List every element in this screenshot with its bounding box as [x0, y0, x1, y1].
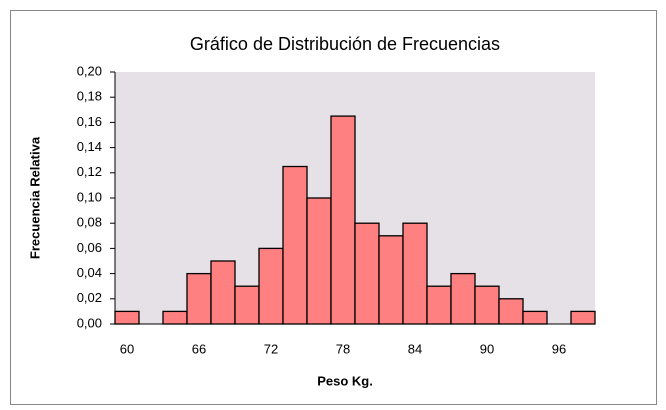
x-tick-label: 78 — [336, 341, 350, 356]
bar — [570, 310, 596, 325]
y-tick-label: 0,00 — [77, 315, 102, 330]
y-tick-label: 0,12 — [77, 164, 102, 179]
y-tick-label: 0,06 — [77, 240, 102, 255]
bar — [186, 272, 212, 325]
x-tick-label: 72 — [264, 341, 278, 356]
y-tick-label: 0,20 — [77, 63, 102, 78]
y-tick-label: 0,16 — [77, 114, 102, 129]
bar — [450, 272, 476, 325]
y-tick-label: 0,10 — [77, 189, 102, 204]
x-tick-label: 66 — [192, 341, 206, 356]
bar — [306, 197, 332, 325]
y-tick-label: 0,08 — [77, 215, 102, 230]
bar — [114, 310, 140, 325]
bar — [234, 285, 260, 325]
bar — [474, 285, 500, 325]
y-tick-label: 0,18 — [77, 89, 102, 104]
bar — [282, 165, 308, 325]
bar — [378, 235, 404, 325]
bar — [354, 222, 380, 325]
bar — [210, 260, 236, 325]
bar — [330, 115, 356, 325]
bar — [426, 285, 452, 325]
x-tick-label: 90 — [480, 341, 494, 356]
y-tick-label: 0,14 — [77, 139, 102, 154]
y-axis-label: Frecuencia Relativa — [27, 136, 42, 259]
chart-title: Gráfico de Distribución de Frecuencias — [190, 34, 500, 54]
y-tick-label: 0,02 — [77, 290, 102, 305]
bar — [258, 247, 284, 325]
x-tick-label: 84 — [408, 341, 422, 356]
bar — [402, 222, 428, 325]
bar — [498, 298, 524, 325]
bar — [522, 310, 548, 325]
x-tick-label: 60 — [120, 341, 134, 356]
x-tick-label: 96 — [552, 341, 566, 356]
y-tick-label: 0,04 — [77, 265, 102, 280]
x-axis-label: Peso Kg. — [317, 373, 373, 388]
bar — [162, 310, 188, 325]
